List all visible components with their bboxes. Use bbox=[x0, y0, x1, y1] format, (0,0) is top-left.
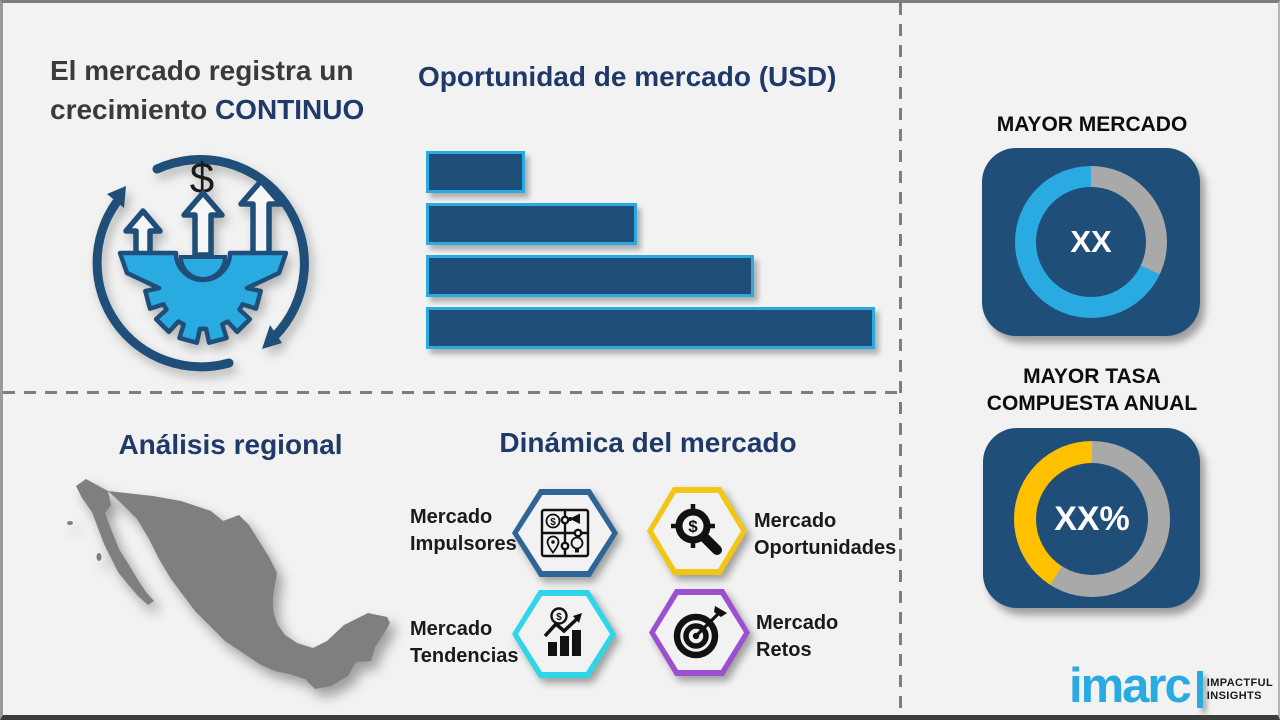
magnifier-dollar-icon: $ bbox=[671, 504, 722, 555]
logo-divider bbox=[1196, 670, 1203, 708]
vertical-dashed-divider bbox=[899, 3, 902, 715]
cagr-donut: XX% bbox=[1014, 441, 1170, 597]
target-dart-icon bbox=[673, 605, 727, 658]
growth-heading-highlight: CONTINUO bbox=[214, 94, 365, 125]
cagr-value: XX% bbox=[1054, 499, 1130, 538]
opportunity-bar bbox=[426, 307, 875, 349]
opportunity-bar bbox=[426, 203, 637, 245]
cycle-arrowhead-top-left bbox=[107, 186, 126, 208]
largest-market-card: XX bbox=[982, 148, 1200, 336]
horizontal-dashed-divider bbox=[3, 391, 899, 394]
gear-icon bbox=[117, 250, 289, 345]
cagr-title-line1: MAYOR TASA bbox=[1023, 365, 1161, 388]
hexagon-retos bbox=[649, 589, 750, 676]
largest-market-title: MAYOR MERCADO bbox=[996, 113, 1188, 136]
growth-heading-line1: El mercado registra un bbox=[50, 55, 354, 86]
dynamics-label-oportunidades: Mercado Oportunidades bbox=[754, 510, 897, 559]
cagr-card: XX% bbox=[983, 428, 1200, 608]
imarc-wordmark: imarc bbox=[1069, 659, 1192, 713]
hexagon-tendencias: $ bbox=[512, 590, 616, 678]
dynamics-label-impulsores: Mercado Impulsores bbox=[410, 506, 517, 555]
opportunity-bar bbox=[426, 151, 525, 193]
svg-text:$: $ bbox=[688, 517, 698, 536]
trend-bars-icon: $ bbox=[543, 607, 582, 656]
hexagon-impulsores: $ bbox=[512, 489, 618, 577]
opportunity-bar bbox=[426, 255, 754, 297]
cycle-arrowhead-bottom-right bbox=[262, 325, 282, 349]
growth-heading-line2: crecimiento bbox=[50, 94, 208, 125]
logo-tagline: IMPACTFUL INSIGHTS bbox=[1206, 676, 1274, 702]
growth-arrows bbox=[123, 178, 284, 258]
mexico-map bbox=[67, 479, 390, 689]
hexagon-oportunidades: $ bbox=[647, 487, 747, 575]
dynamics-label-retos: Mercado Retos bbox=[756, 612, 839, 661]
cagr-title: MAYOR TASA COMPUESTA ANUAL bbox=[903, 363, 1278, 417]
svg-text:$: $ bbox=[550, 517, 556, 528]
imarc-logo: imarc IMPACTFUL INSIGHTS bbox=[1069, 659, 1274, 713]
largest-market-donut: XX bbox=[1015, 166, 1167, 318]
regional-title: Análisis regional bbox=[118, 429, 343, 460]
puzzle-drivers-icon: $ bbox=[540, 508, 590, 558]
continuous-growth-icon: $ bbox=[92, 154, 309, 372]
svg-text:$: $ bbox=[556, 612, 562, 623]
growth-heading: El mercado registra un crecimiento CONTI… bbox=[50, 51, 410, 129]
largest-market-value: XX bbox=[1070, 224, 1112, 259]
cagr-title-line2: COMPUESTA ANUAL bbox=[986, 392, 1198, 415]
opportunity-bar-chart bbox=[426, 151, 875, 359]
dynamics-title: Dinámica del mercado bbox=[499, 427, 797, 458]
opportunity-title: Oportunidad de mercado (USD) bbox=[418, 61, 837, 92]
dynamics-label-tendencias: Mercado Tendencias bbox=[410, 618, 519, 667]
